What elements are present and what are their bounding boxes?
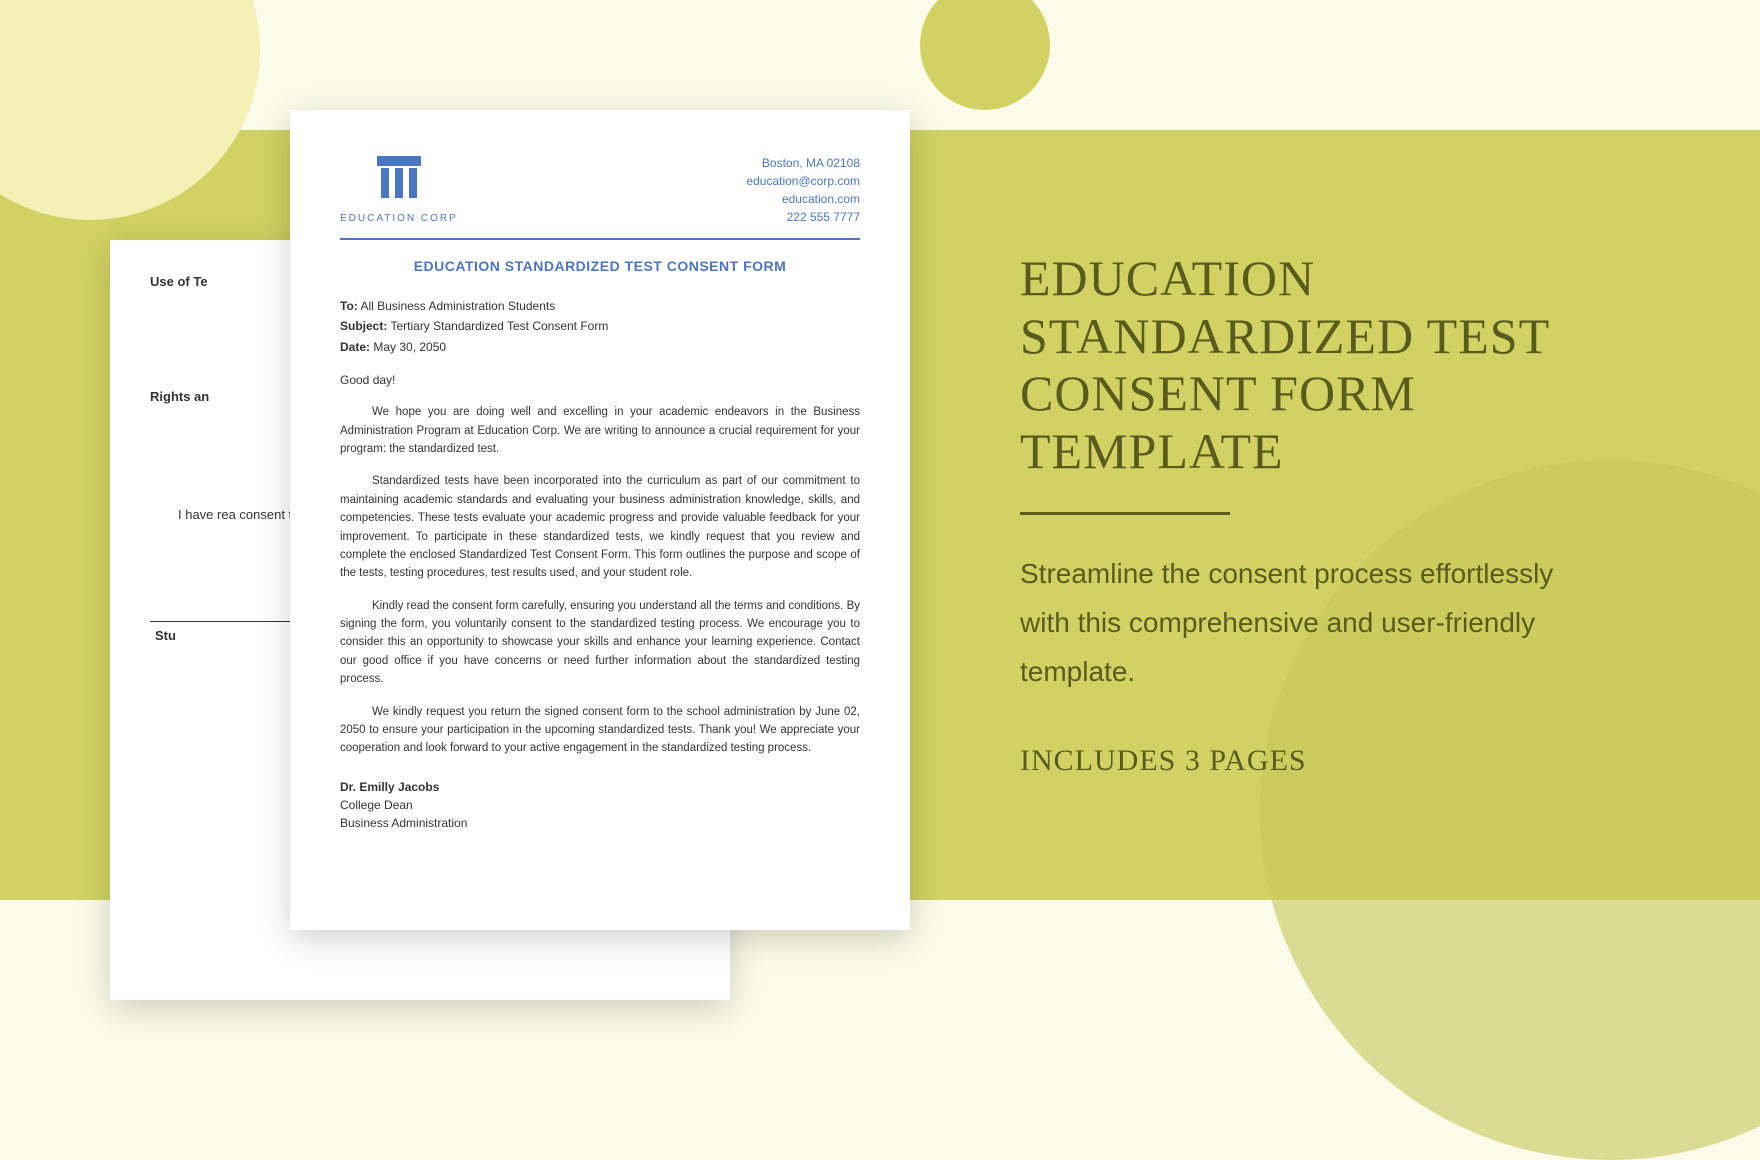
signer-role: College Dean <box>340 796 860 814</box>
promo-description: Streamline the consent process effortles… <box>1020 549 1600 696</box>
addr-line: Boston, MA 02108 <box>746 154 860 172</box>
addr-line: education@corp.com <box>746 172 860 190</box>
meta-subject: Subject: Tertiary Standardized Test Cons… <box>340 316 860 336</box>
document-page-front: EDUCATION CORP Boston, MA 02108 educatio… <box>290 110 910 930</box>
signature-block: Dr. Emilly Jacobs College Dean Business … <box>340 778 860 832</box>
promo-title: EDUCATION STANDARDIZED TEST CONSENT FORM… <box>1020 250 1600 480</box>
promo-panel: EDUCATION STANDARDIZED TEST CONSENT FORM… <box>1020 250 1600 778</box>
promo-pages: INCLUDES 3 PAGES <box>1020 744 1600 778</box>
paragraph: We hope you are doing well and excelling… <box>340 403 860 458</box>
doc-title: EDUCATION STANDARDIZED TEST CONSENT FORM <box>340 258 860 274</box>
promo-rule <box>1020 512 1230 515</box>
meta-date: Date: May 30, 2050 <box>340 337 860 357</box>
paragraph: Standardized tests have been incorporate… <box>340 472 860 582</box>
paragraph: Kindly read the consent form carefully, … <box>340 597 860 689</box>
paragraph: We kindly request you return the signed … <box>340 703 860 758</box>
signature-line <box>150 621 310 622</box>
addr-line: 222 555 7777 <box>746 208 860 226</box>
logo-icon <box>369 154 429 204</box>
address-block: Boston, MA 02108 education@corp.com educ… <box>746 154 860 226</box>
header-rule <box>340 238 860 240</box>
doc-header: EDUCATION CORP Boston, MA 02108 educatio… <box>340 154 860 226</box>
meta-to: To: All Business Administration Students <box>340 296 860 316</box>
logo: EDUCATION CORP <box>340 154 458 224</box>
logo-text: EDUCATION CORP <box>340 213 458 224</box>
addr-line: education.com <box>746 190 860 208</box>
greeting: Good day! <box>340 373 860 387</box>
signer-name: Dr. Emilly Jacobs <box>340 778 860 796</box>
signer-role: Business Administration <box>340 814 860 832</box>
